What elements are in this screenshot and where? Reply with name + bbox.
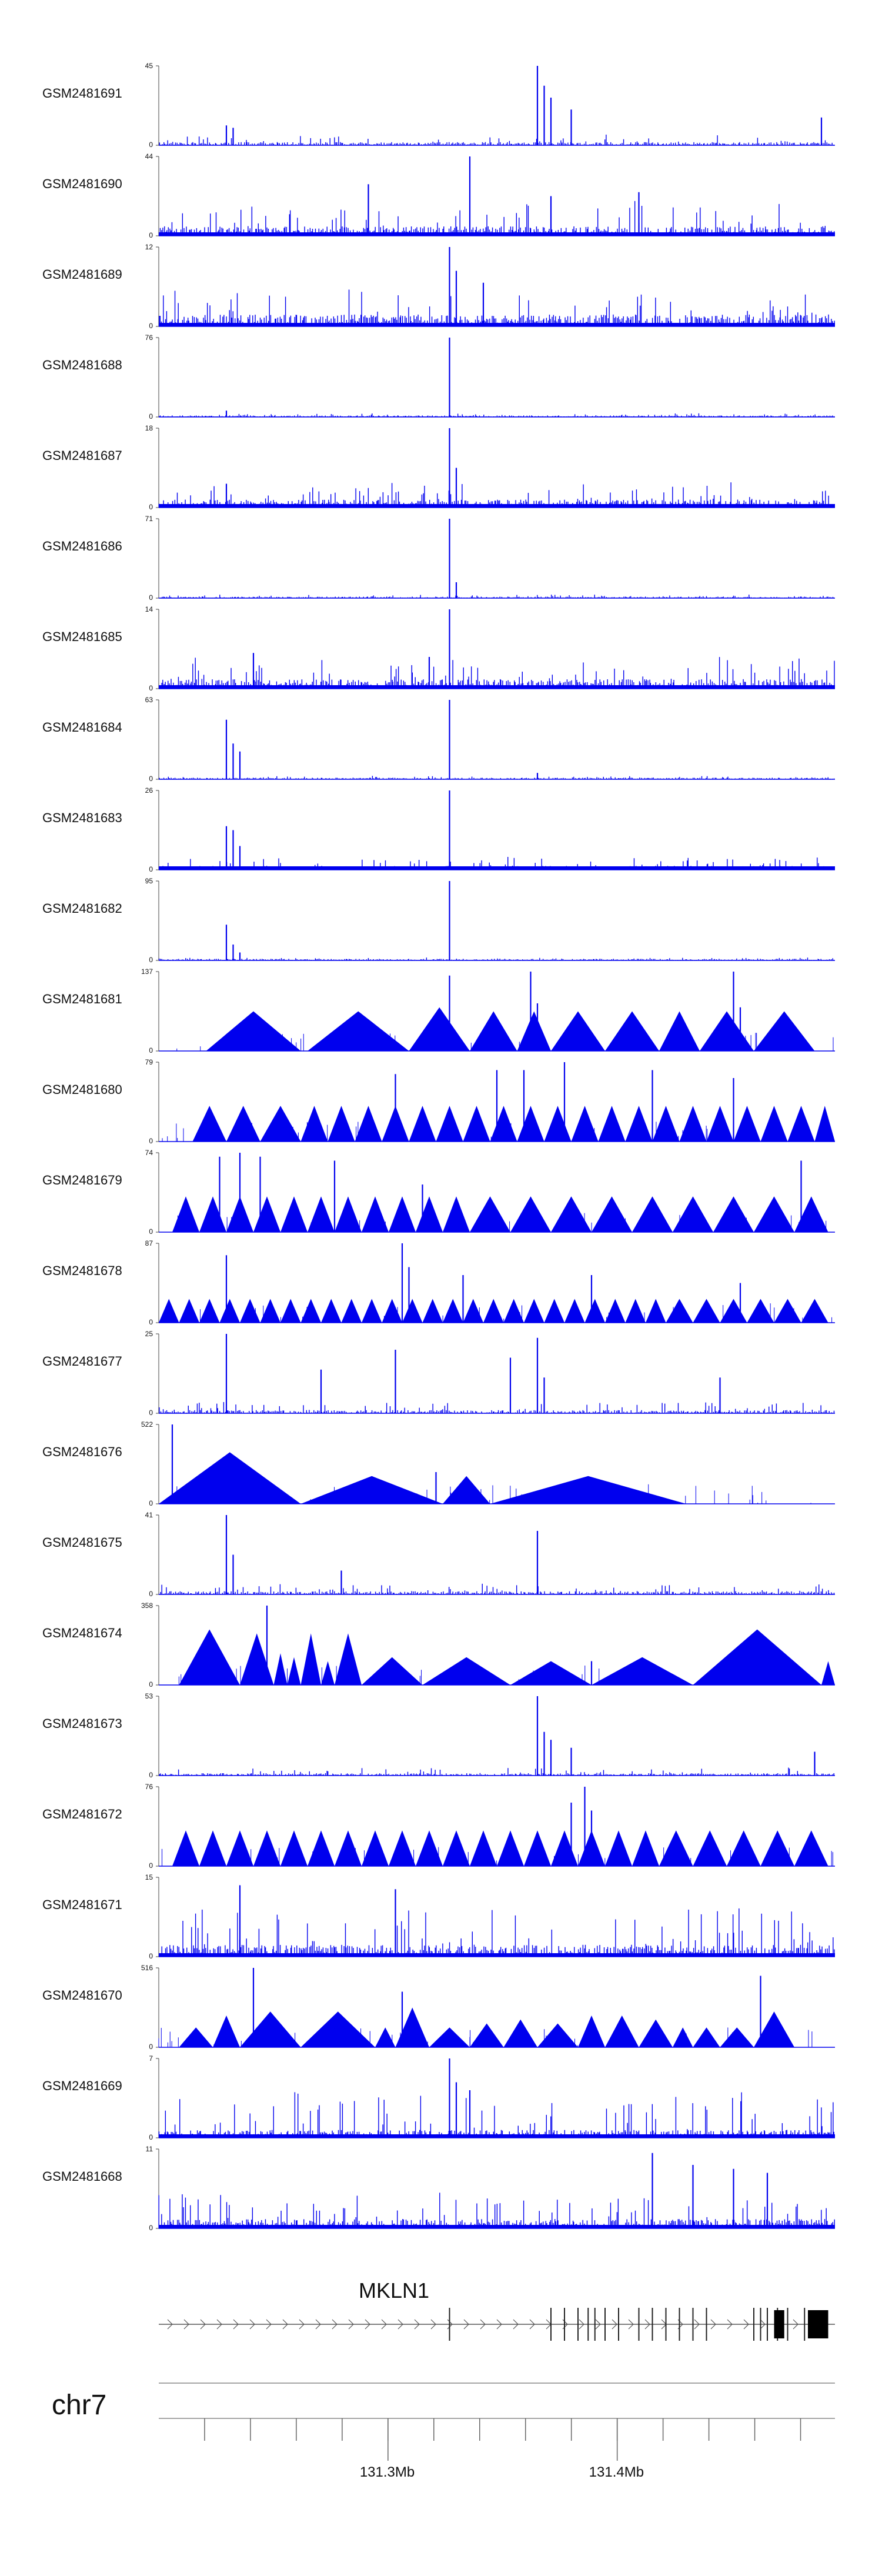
signal-triangle [551,1011,605,1051]
signal-triangle [605,1011,659,1051]
signal-floor [159,504,835,508]
signal-floor [159,323,835,326]
signal-floor [159,685,835,689]
signal-triangle [409,1007,470,1051]
signal-triangle [470,1011,517,1051]
signal-triangle [517,1011,551,1051]
signal-floor [159,232,835,236]
signal-triangle [308,1011,409,1051]
signal-triangle [659,1011,700,1051]
signal-floor [159,866,835,870]
signal-triangle [754,1011,815,1051]
